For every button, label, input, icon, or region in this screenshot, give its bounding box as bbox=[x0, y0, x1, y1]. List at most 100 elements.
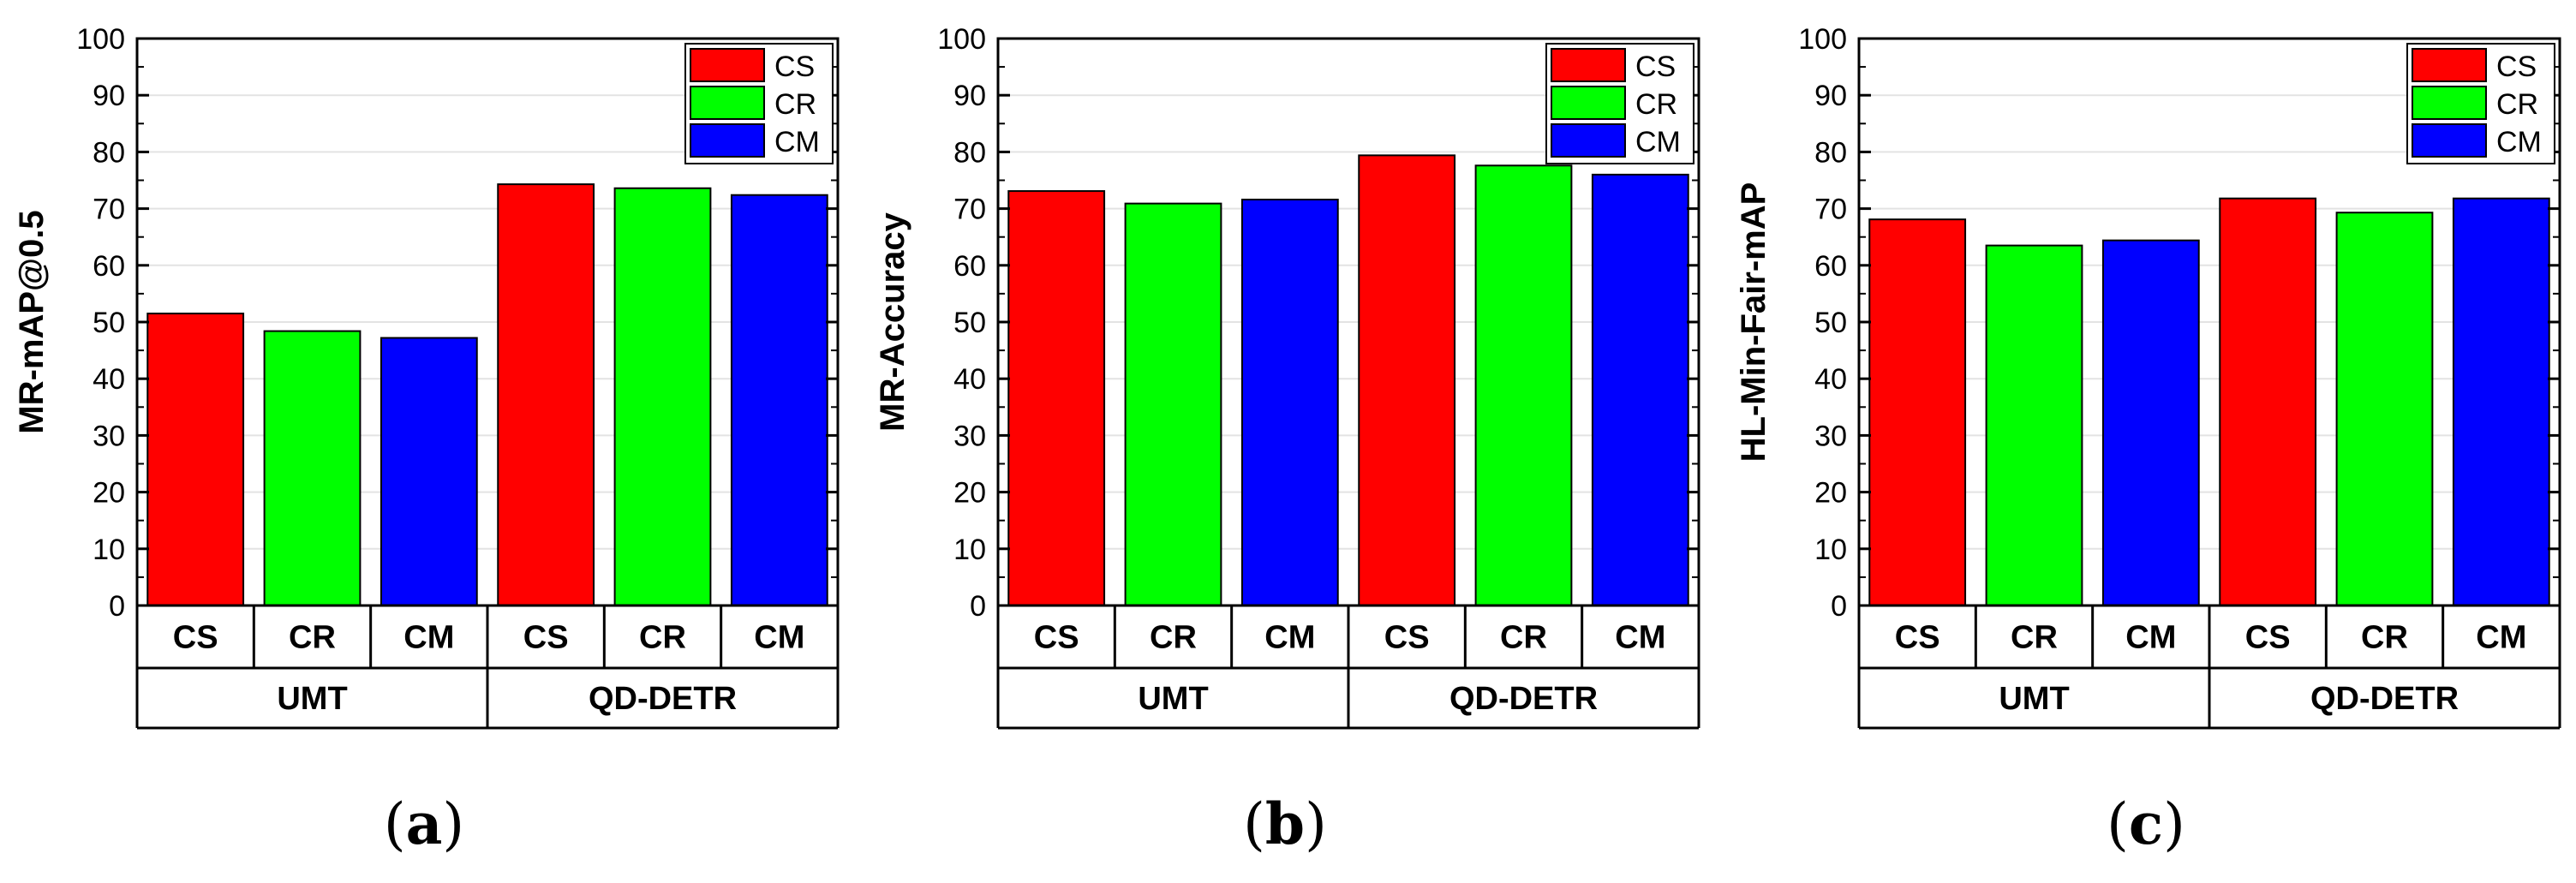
y-tick-label: 50 bbox=[953, 307, 986, 339]
legend-label: CR bbox=[774, 88, 816, 121]
bar-umt-cm bbox=[2101, 239, 2200, 606]
y-tick-label: 90 bbox=[1814, 80, 1847, 112]
y-tick-label: 10 bbox=[1814, 534, 1847, 566]
caption-paren-open: ( bbox=[2107, 791, 2129, 857]
legend-label: CM bbox=[1635, 126, 1681, 158]
y-tick-label: 60 bbox=[93, 250, 125, 283]
y-tick-label: 50 bbox=[1814, 307, 1847, 339]
y-tick-label: 100 bbox=[1798, 23, 1847, 56]
caption-letter: b bbox=[1265, 791, 1305, 857]
y-tick-label: 30 bbox=[1814, 420, 1847, 452]
caption-paren-open: ( bbox=[1243, 791, 1265, 857]
bar-umt-cr bbox=[1985, 244, 2083, 606]
y-tick-label: 0 bbox=[970, 590, 986, 623]
y-tick-label: 20 bbox=[1814, 477, 1847, 510]
legend-label: CR bbox=[2496, 88, 2538, 121]
bar-qd-detr-cm bbox=[730, 194, 828, 606]
caption-letter: a bbox=[406, 791, 443, 857]
y-tick-label: 50 bbox=[93, 307, 125, 339]
group-label: QD-DETR bbox=[589, 681, 737, 717]
bar-umt-cm bbox=[1240, 199, 1339, 606]
category-label: CS bbox=[523, 620, 569, 656]
caption-paren-close: ) bbox=[442, 791, 464, 857]
bar-qd-detr-cr bbox=[1474, 164, 1573, 606]
legend-label: CS bbox=[1635, 51, 1676, 83]
legend-swatch bbox=[2412, 123, 2487, 158]
legend-label: CS bbox=[2496, 51, 2537, 83]
legend-swatch bbox=[1551, 48, 1626, 82]
category-label: CS bbox=[1034, 620, 1079, 656]
y-axis-label: MR-mAP@0.5 bbox=[13, 210, 51, 433]
chart-panel-b: 0 10 20 30 40 50 60 70 80 90 100 MR-Accuracy CS CR CM U… bbox=[874, 23, 1700, 857]
bar-qd-detr-cs bbox=[1358, 154, 1456, 606]
category-label: CR bbox=[2011, 620, 2058, 656]
y-tick-label: 30 bbox=[953, 420, 986, 452]
bar-umt-cs bbox=[1868, 218, 1967, 606]
category-label: CR bbox=[289, 620, 336, 656]
y-tick-label: 40 bbox=[953, 363, 986, 396]
category-label: CM bbox=[1615, 620, 1665, 656]
group-label: QD-DETR bbox=[2310, 681, 2459, 717]
bar-qd-detr-cr bbox=[2335, 212, 2434, 606]
y-axis-label: MR-Accuracy bbox=[874, 212, 911, 431]
y-tick-label: 40 bbox=[93, 363, 125, 396]
legend-label: CR bbox=[1635, 88, 1677, 121]
category-label: CS bbox=[1384, 620, 1430, 656]
bar-umt-cm bbox=[380, 337, 478, 606]
category-label: CR bbox=[1150, 620, 1197, 656]
legend-swatch bbox=[2412, 48, 2487, 82]
group-label: QD-DETR bbox=[1449, 681, 1598, 717]
y-tick-label: 100 bbox=[76, 23, 125, 56]
legend-label: CM bbox=[2496, 126, 2542, 158]
category-label: CR bbox=[2361, 620, 2408, 656]
legend-swatch bbox=[1551, 86, 1626, 120]
panel-caption: (a) bbox=[384, 791, 464, 857]
category-label: CM bbox=[2125, 620, 2176, 656]
category-label: CS bbox=[2245, 620, 2291, 656]
bar-umt-cr bbox=[263, 330, 362, 606]
category-label: CM bbox=[403, 620, 454, 656]
legend-swatch bbox=[690, 48, 765, 82]
y-tick-label: 20 bbox=[953, 477, 986, 510]
caption-paren-close: ) bbox=[1305, 791, 1327, 857]
group-label: UMT bbox=[1999, 681, 2069, 717]
y-tick-label: 0 bbox=[1831, 590, 1847, 623]
y-tick-label: 60 bbox=[953, 250, 986, 283]
y-tick-label: 80 bbox=[953, 136, 986, 169]
group-label: UMT bbox=[277, 681, 347, 717]
bar-qd-detr-cr bbox=[613, 187, 712, 606]
caption-paren-open: ( bbox=[384, 791, 406, 857]
legend-label: CS bbox=[774, 51, 815, 83]
y-tick-label: 20 bbox=[93, 477, 125, 510]
bar-umt-cs bbox=[1007, 190, 1106, 606]
bar-umt-cr bbox=[1124, 202, 1222, 606]
category-label: CM bbox=[1264, 620, 1315, 656]
category-label: CS bbox=[1895, 620, 1940, 656]
y-tick-label: 10 bbox=[953, 534, 986, 566]
legend-swatch bbox=[2412, 86, 2487, 120]
caption-paren-close: ) bbox=[2163, 791, 2185, 857]
bar-qd-detr-cs bbox=[2219, 197, 2317, 607]
category-label: CM bbox=[2476, 620, 2526, 656]
panel-caption: (c) bbox=[2107, 791, 2185, 857]
group-label: UMT bbox=[1138, 681, 1208, 717]
y-tick-label: 100 bbox=[937, 23, 986, 56]
category-label: CS bbox=[173, 620, 218, 656]
y-tick-label: 30 bbox=[93, 420, 125, 452]
y-tick-label: 70 bbox=[93, 194, 125, 226]
y-tick-label: 70 bbox=[1814, 194, 1847, 226]
y-tick-label: 70 bbox=[953, 194, 986, 226]
y-tick-label: 60 bbox=[1814, 250, 1847, 283]
y-tick-label: 80 bbox=[1814, 136, 1847, 169]
bar-qd-detr-cm bbox=[1591, 173, 1689, 606]
category-label: CR bbox=[1500, 620, 1547, 656]
y-tick-label: 90 bbox=[93, 80, 125, 112]
y-tick-label: 90 bbox=[953, 80, 986, 112]
legend-swatch bbox=[690, 86, 765, 120]
caption-letter: c bbox=[2129, 791, 2163, 857]
legend-swatch bbox=[690, 123, 765, 158]
chart-panel-c: 0 10 20 30 40 50 60 70 80 90 100 HL-Min-Fair-mAP CS C… bbox=[1735, 23, 2561, 857]
y-axis-label: HL-Min-Fair-mAP bbox=[1735, 182, 1772, 462]
legend-swatch bbox=[1551, 123, 1626, 158]
